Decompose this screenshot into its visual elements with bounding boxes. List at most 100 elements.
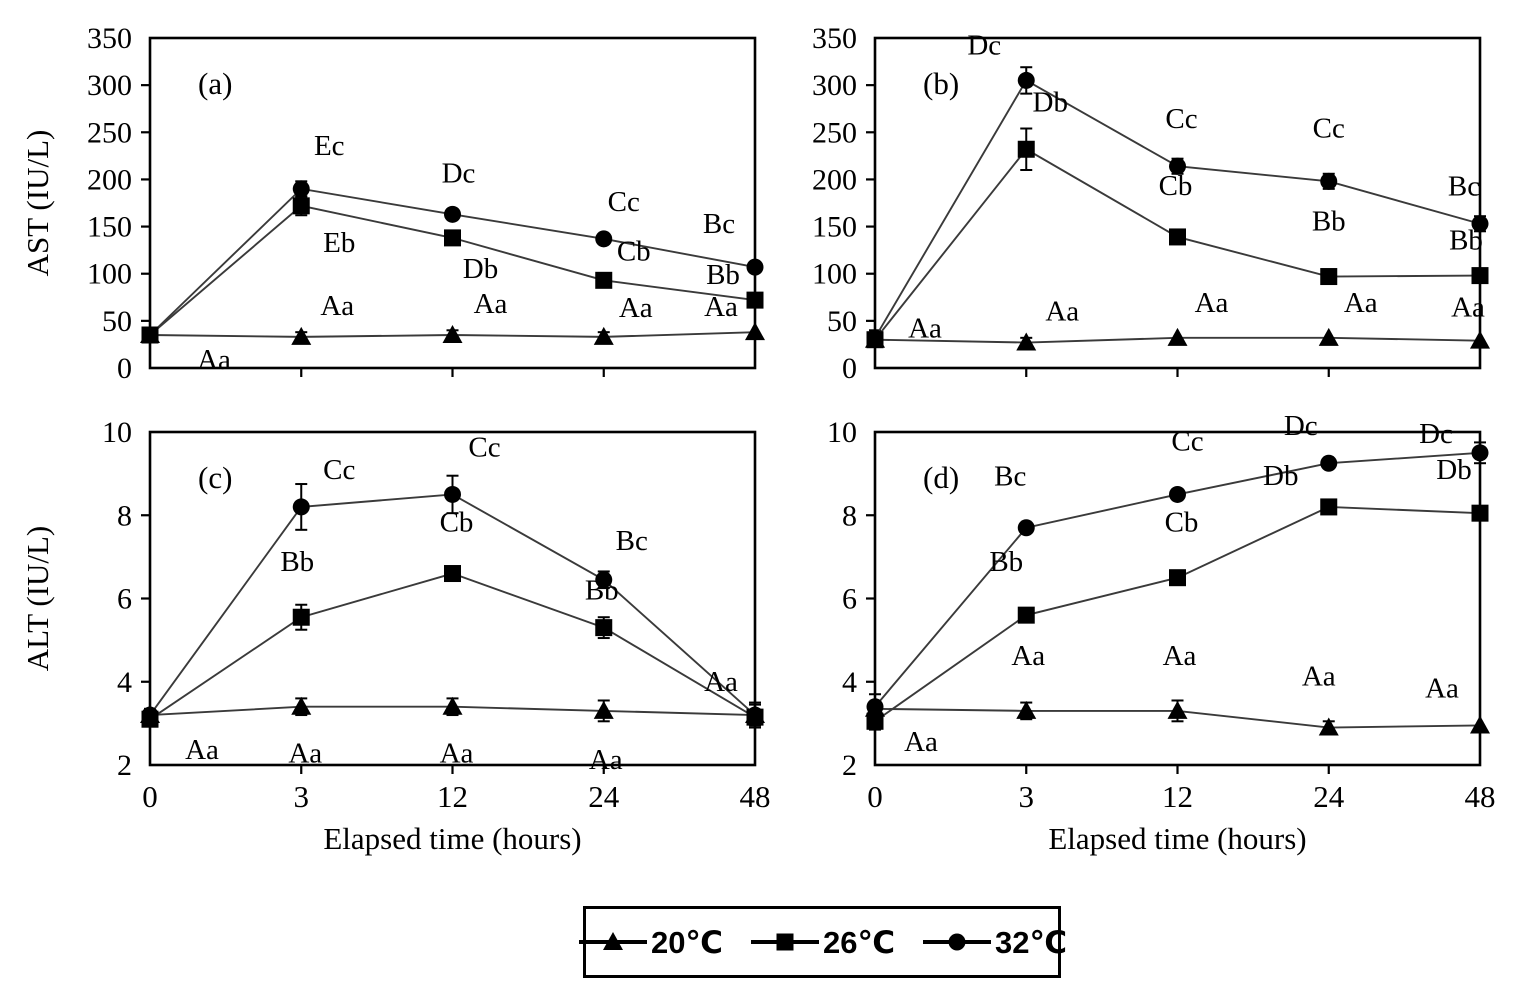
annotation-label: Aa: [908, 313, 942, 345]
data-point-square: [1471, 504, 1489, 522]
annotation-label: Dc: [967, 29, 1001, 61]
y-tick-label: 300: [812, 69, 857, 102]
data-point-circle: [444, 205, 461, 223]
annotation-label: Eb: [323, 227, 355, 259]
annotation-label: Cb: [440, 507, 474, 539]
x-axis-title: Elapsed time (hours): [1048, 821, 1306, 856]
annotation-label: Aa: [1425, 672, 1459, 704]
data-point-triangle: [1167, 327, 1188, 346]
annotation-label: Aa: [320, 290, 354, 322]
data-point-square: [444, 229, 461, 247]
data-point-circle: [1471, 215, 1489, 233]
data-point-triangle: [1167, 700, 1188, 719]
y-axis-title: ALT (IU/L): [20, 526, 55, 672]
y-tick-label: 0: [842, 352, 857, 385]
y-tick-label: 150: [812, 211, 857, 244]
x-tick-label: 0: [867, 779, 883, 814]
annotation-label: Aa: [1011, 640, 1045, 672]
y-tick-label: 350: [87, 22, 132, 55]
data-point-circle: [595, 230, 613, 248]
annotation-label: Ec: [314, 130, 345, 162]
annotation-label: Db: [463, 253, 498, 285]
legend: 20℃ 26℃ 32℃: [578, 906, 1067, 978]
annotation-label: Bc: [616, 525, 648, 557]
annotation-label: Cc: [1313, 112, 1345, 144]
panel-letter: (c): [198, 460, 232, 495]
legend-item: 32℃: [921, 927, 1067, 958]
annotation-label: Db: [1033, 86, 1068, 118]
y-tick-label: 100: [812, 258, 857, 291]
x-tick-label: 12: [1162, 779, 1193, 814]
data-point-square: [444, 565, 461, 583]
y-tick-label: 200: [87, 163, 132, 196]
data-point-circle: [746, 258, 764, 276]
data-point-square: [595, 619, 613, 637]
data-point-circle: [1169, 157, 1186, 175]
annotation-label: Db: [1436, 454, 1471, 486]
y-tick-label: 200: [812, 163, 857, 196]
annotation-label: Aa: [288, 738, 322, 770]
annotation-label: Cb: [1159, 170, 1193, 202]
data-point-circle: [746, 706, 764, 724]
x-tick-label: 24: [588, 779, 620, 814]
panel-a-chart: 0 50 100 150 200 250 300 350 AST (IU/L) (a) Ec Eb Dc…: [20, 22, 765, 385]
legend-item: 26℃: [749, 927, 895, 958]
panel-letter: (a): [198, 66, 232, 101]
annotation-label: Dc: [1284, 410, 1318, 442]
data-point-circle: [1017, 71, 1035, 89]
plot-area: [148, 36, 757, 370]
data-point-square: [1017, 606, 1035, 624]
data-point-square: [1320, 498, 1338, 516]
annotation-label: Aa: [1163, 640, 1197, 672]
data-point-circle: [1471, 444, 1489, 462]
data-point-circle: [1320, 454, 1338, 472]
annotation-label: Aa: [1045, 296, 1079, 328]
annotation-label: Bb: [1449, 225, 1483, 257]
y-tick-label: 50: [827, 305, 857, 338]
annotation-label: Aa: [197, 344, 231, 376]
annotation-label: Db: [1263, 460, 1298, 492]
panel-letter: (d): [923, 460, 959, 495]
annotation-label: Bb: [706, 259, 740, 291]
x-tick-label: 3: [1019, 779, 1035, 814]
annotation-label: Aa: [589, 744, 623, 776]
y-tick-label: 150: [87, 211, 132, 244]
x-tick-label: 3: [294, 779, 310, 814]
annotation-label: Aa: [704, 291, 738, 323]
data-point-square: [1017, 140, 1035, 158]
data-point-triangle: [291, 326, 312, 345]
annotation-label: Cc: [608, 186, 640, 218]
y-tick-label: 4: [117, 666, 132, 699]
annotation-label: Cb: [617, 235, 651, 267]
data-point-square: [292, 608, 310, 626]
y-tick-label: 8: [117, 499, 132, 532]
annotation-label: Cc: [323, 454, 355, 486]
data-point-triangle: [1470, 715, 1490, 734]
y-tick-label: 100: [87, 258, 132, 291]
y-tick-label: 6: [842, 583, 857, 616]
y-tick-label: 250: [812, 116, 857, 149]
data-point-triangle: [442, 696, 463, 715]
x-tick-label: 48: [1465, 779, 1496, 814]
annotation-label: Aa: [1195, 287, 1229, 319]
annotation-label: Bb: [1312, 206, 1346, 238]
data-point-circle: [1169, 485, 1186, 503]
data-point-triangle: [593, 326, 614, 345]
legend-label: 20℃: [650, 924, 723, 960]
annotation-label: Aa: [474, 288, 508, 320]
data-point-circle: [292, 180, 310, 198]
annotation-label: Dc: [1419, 418, 1453, 450]
annotation-label: Aa: [904, 726, 938, 758]
legend-marker-circle: [948, 933, 966, 951]
data-point-square: [1320, 268, 1338, 286]
y-tick-label: 0: [117, 352, 132, 385]
data-point-circle: [292, 498, 310, 516]
annotation-label: Aa: [1451, 292, 1485, 324]
data-point-triangle: [1016, 332, 1037, 351]
data-point-circle: [595, 571, 613, 589]
data-point-circle: [1320, 172, 1338, 190]
annotation-label: Bb: [989, 546, 1023, 578]
annotation-label: Aa: [440, 738, 474, 770]
data-point-triangle: [593, 700, 614, 719]
annotation-label: Aa: [704, 666, 738, 698]
